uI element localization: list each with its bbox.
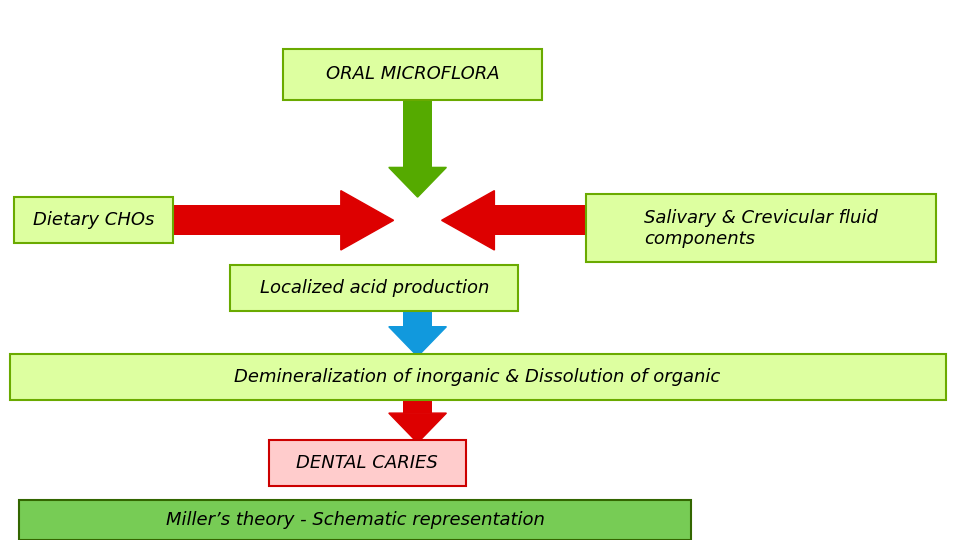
FancyBboxPatch shape [168, 205, 341, 235]
FancyBboxPatch shape [14, 197, 173, 243]
FancyBboxPatch shape [586, 194, 936, 262]
Polygon shape [389, 327, 446, 356]
Text: Miller’s theory - Schematic representation: Miller’s theory - Schematic representati… [166, 511, 544, 529]
FancyBboxPatch shape [494, 205, 590, 235]
Text: DENTAL CARIES: DENTAL CARIES [297, 454, 438, 472]
Text: Localized acid production: Localized acid production [260, 279, 489, 296]
FancyBboxPatch shape [283, 49, 542, 100]
Text: Salivary & Crevicular fluid
components: Salivary & Crevicular fluid components [644, 209, 877, 247]
FancyBboxPatch shape [403, 308, 432, 327]
FancyBboxPatch shape [403, 97, 432, 167]
Text: Dietary CHOs: Dietary CHOs [33, 211, 155, 229]
FancyBboxPatch shape [10, 354, 946, 400]
Text: ORAL MICROFLORA: ORAL MICROFLORA [326, 65, 499, 83]
FancyBboxPatch shape [230, 265, 518, 310]
Polygon shape [389, 413, 446, 443]
Polygon shape [341, 191, 394, 250]
FancyBboxPatch shape [403, 397, 432, 413]
Polygon shape [389, 167, 446, 197]
FancyBboxPatch shape [269, 440, 466, 486]
FancyBboxPatch shape [19, 500, 691, 540]
Polygon shape [442, 191, 494, 250]
Text: Demineralization of inorganic & Dissolution of organic: Demineralization of inorganic & Dissolut… [234, 368, 721, 386]
